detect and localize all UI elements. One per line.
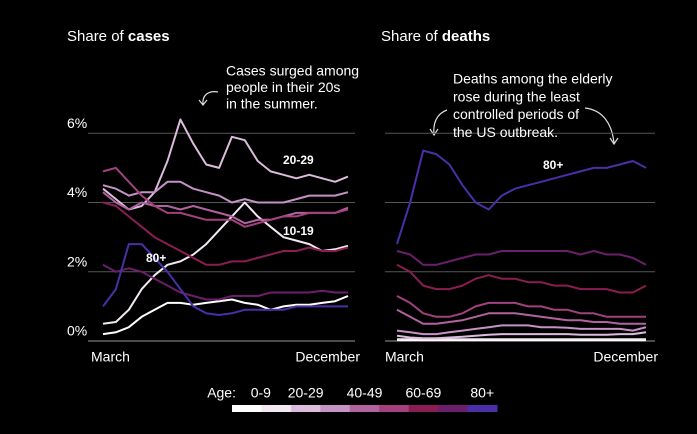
data-line bbox=[396, 149, 647, 245]
legend-swatch bbox=[379, 405, 410, 412]
series-label: 20-29 bbox=[283, 153, 314, 167]
annotation-arrow bbox=[584, 107, 615, 144]
legend-swatch bbox=[438, 405, 469, 412]
annotation-arrow bbox=[202, 91, 219, 105]
legend-title: Age: bbox=[207, 385, 236, 401]
data-line bbox=[102, 201, 349, 266]
annotation: rose during the least bbox=[453, 88, 580, 104]
legend-swatch bbox=[320, 405, 351, 412]
title-text: Share of bbox=[381, 28, 439, 45]
annotation-arrowhead bbox=[198, 99, 208, 106]
annotation: controlled periods of bbox=[453, 106, 579, 122]
y-tick-label: 4% bbox=[67, 184, 87, 200]
legend-label: 20-29 bbox=[288, 385, 324, 401]
data-line bbox=[102, 243, 348, 316]
data-line bbox=[102, 263, 348, 301]
x-tick-label: March bbox=[385, 349, 424, 365]
annotation: in the summer. bbox=[226, 96, 318, 112]
annotation: people in their 20s bbox=[226, 79, 340, 95]
legend-swatch bbox=[467, 405, 498, 412]
annotation: Cases surged among bbox=[226, 63, 359, 79]
legend-swatch bbox=[290, 405, 321, 412]
title-bold: cases bbox=[128, 28, 170, 45]
data-line bbox=[102, 201, 349, 325]
annotation-arrowhead bbox=[429, 128, 439, 137]
annotation-arrowhead bbox=[609, 137, 619, 146]
annotation-arrow bbox=[433, 109, 448, 135]
data-line bbox=[102, 180, 349, 204]
legend-swatch bbox=[349, 405, 380, 412]
x-tick-label: March bbox=[91, 349, 130, 365]
x-tick-label: December bbox=[593, 349, 658, 365]
data-line bbox=[396, 308, 646, 325]
y-tick-label: 0% bbox=[67, 323, 87, 339]
data-line bbox=[396, 250, 647, 266]
annotation: Deaths among the elderly bbox=[453, 71, 613, 87]
chart-title: Share of deaths bbox=[381, 28, 490, 45]
title-bold: deaths bbox=[442, 28, 490, 45]
series-label: 80+ bbox=[146, 251, 166, 265]
series-label: 10-19 bbox=[283, 224, 314, 238]
annotation: the US outbreak. bbox=[453, 124, 558, 140]
data-line bbox=[396, 263, 647, 294]
legend-swatch bbox=[408, 405, 439, 412]
legend-label: 60-69 bbox=[405, 385, 441, 401]
x-tick-label: December bbox=[295, 349, 360, 365]
data-line bbox=[102, 166, 349, 228]
data-line bbox=[396, 324, 647, 336]
chart-title: Share of cases bbox=[67, 28, 170, 45]
data-line bbox=[102, 295, 349, 336]
y-tick-label: 2% bbox=[67, 253, 87, 269]
legend-swatch bbox=[261, 405, 292, 412]
data-line bbox=[396, 331, 647, 340]
legend-label: 0-9 bbox=[251, 385, 271, 401]
legend-label: 40-49 bbox=[347, 385, 383, 401]
legend-swatch bbox=[232, 405, 262, 412]
series-label: 80+ bbox=[543, 158, 563, 172]
data-line bbox=[396, 295, 646, 318]
title-text: Share of bbox=[67, 28, 125, 45]
legend-label: 80+ bbox=[470, 385, 494, 401]
y-tick-label: 6% bbox=[67, 115, 87, 131]
